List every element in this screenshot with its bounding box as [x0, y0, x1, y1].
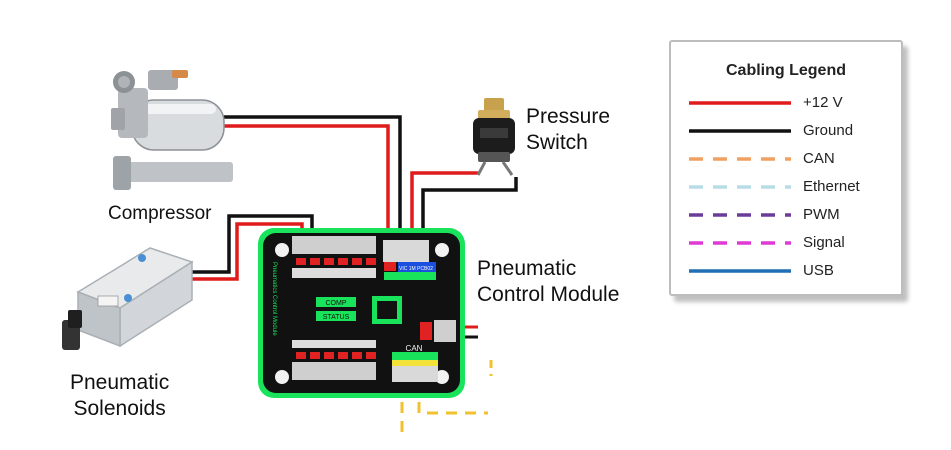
can-connector-label: CAN	[406, 344, 423, 353]
cabling-legend: Cabling Legend +12 V Ground CAN Ethernet PWM…	[669, 40, 903, 296]
comp-led-label: COMP	[326, 300, 347, 307]
legend-item-label: CAN	[803, 150, 835, 167]
legend-item-label: +12 V	[803, 94, 843, 111]
pneumatic-control-module-board: COMP STATUS CAN VIC 1M PCB02 Pneumatics …	[258, 228, 465, 398]
solenoid-valve-illustration	[62, 247, 194, 350]
legend-item-ethernet: Ethernet	[687, 176, 897, 200]
legend-line-swatch	[689, 129, 791, 133]
legend-item-label: PWM	[803, 206, 840, 223]
legend-item-can: CAN	[687, 148, 897, 172]
status-led-label: STATUS	[323, 314, 350, 321]
legend-line-swatch	[689, 213, 791, 217]
pressure-switch-label: Pressure Switch	[526, 104, 610, 156]
legend-line-swatch	[689, 185, 791, 189]
board-side-text: Pneumatics Control Module	[271, 262, 277, 336]
legend-item-pwm: PWM	[687, 204, 897, 228]
legend-item-label: Ethernet	[803, 178, 860, 195]
legend-line-swatch	[689, 157, 791, 161]
solenoids-label-line2: Solenoids	[73, 397, 166, 420]
compressor-label: Compressor	[108, 203, 212, 224]
pressure-switch-label-line2: Switch	[526, 131, 588, 154]
legend-item-ground: Ground	[687, 120, 897, 144]
solenoids-label-line1: Pneumatic	[70, 371, 170, 394]
pressure-switch-to-pcm-wires	[410, 171, 518, 244]
pcm-label-line1: Pneumatic	[477, 257, 577, 280]
legend-item-label: USB	[803, 262, 834, 279]
compressor-illustration	[111, 70, 233, 190]
pcm-label: Pneumatic Control Module	[477, 256, 619, 308]
legend-line-swatch	[689, 101, 791, 105]
legend-line-swatch	[689, 269, 791, 273]
legend-line-swatch	[689, 241, 791, 245]
pressure-switch-illustration	[473, 98, 515, 176]
legend-item-usb: USB	[687, 260, 897, 284]
solenoids-label: Pneumatic Solenoids	[70, 370, 169, 422]
legend-item-12-v: +12 V	[687, 92, 897, 116]
pressure-switch-label-line1: Pressure	[526, 105, 611, 128]
legend-item-label: Ground	[803, 122, 854, 139]
chip-label: VIC 1M PCB02	[399, 266, 433, 272]
compressor-to-pcm-wires	[215, 115, 402, 244]
legend-item-label: Signal	[803, 234, 845, 251]
legend-item-signal: Signal	[687, 232, 897, 256]
legend-title: Cabling Legend	[726, 62, 846, 79]
pcm-label-line2: Control Module	[477, 283, 620, 306]
